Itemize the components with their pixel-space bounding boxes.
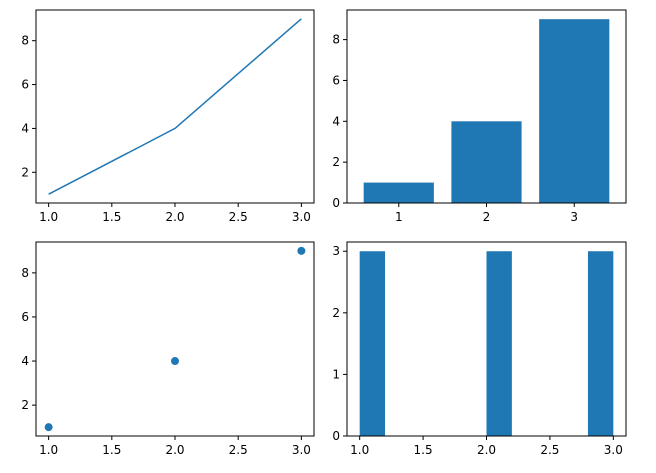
x-tick-label: 3.0: [292, 210, 311, 224]
y-tick-label: 0: [332, 429, 340, 443]
y-tick-label: 4: [21, 354, 29, 368]
y-tick-label: 2: [21, 165, 29, 179]
x-tick-label: 1.5: [102, 443, 121, 457]
x-tick-label: 3.0: [292, 443, 311, 457]
y-tick-label: 8: [332, 33, 340, 47]
y-tick-label: 6: [21, 78, 29, 92]
y-tick-label: 8: [21, 266, 29, 280]
histogram-bar: [359, 251, 386, 436]
y-tick-label: 3: [332, 244, 340, 258]
line-series: [48, 18, 302, 195]
scatter-point: [44, 423, 53, 432]
y-tick-label: 6: [332, 73, 340, 87]
x-tick-label: 2.0: [165, 443, 184, 457]
scatter-point: [297, 246, 306, 255]
subplot-line-chart: 1.0 1.5 2.0 2.5 3.0 2 4 6 8: [21, 9, 315, 224]
x-tick-label: 1: [395, 210, 403, 224]
bar-2: [451, 121, 522, 203]
subplot-histogram: 1.0 1.5 2.0 2.5 3.0 0 1 2 3: [332, 241, 627, 457]
axes-frame: [35, 241, 315, 437]
y-tick-label: 8: [21, 34, 29, 48]
bar-3: [539, 19, 610, 203]
y-tick-label: 4: [21, 121, 29, 135]
x-tick-label: 2.5: [229, 210, 248, 224]
bar-1: [363, 182, 434, 203]
subplot-scatter-chart: 1.0 1.5 2.0 2.5 3.0 2 4 6 8: [21, 241, 315, 457]
histogram-bar: [587, 251, 614, 436]
x-tick-label: 3: [570, 210, 578, 224]
axes-frame: [35, 9, 315, 204]
x-tick-label: 1.5: [102, 210, 121, 224]
y-tick-label: 0: [332, 196, 340, 210]
x-tick-label: 1.5: [414, 443, 433, 457]
x-tick-label: 2.5: [229, 443, 248, 457]
y-tick-label: 6: [21, 310, 29, 324]
y-tick-label: 4: [332, 114, 340, 128]
x-tick-label: 1.0: [350, 443, 369, 457]
x-tick-label: 2.0: [165, 210, 184, 224]
x-tick-label: 3.0: [604, 443, 623, 457]
x-tick-label: 2: [483, 210, 491, 224]
x-tick-label: 1.0: [39, 210, 58, 224]
subplot-bar-chart: 1 2 3 0 2 4 6 8: [332, 9, 627, 224]
y-tick-label: 2: [21, 398, 29, 412]
y-tick-label: 1: [332, 367, 340, 381]
x-tick-label: 2.0: [477, 443, 496, 457]
y-tick-label: 2: [332, 155, 340, 169]
y-tick-label: 2: [332, 306, 340, 320]
histogram-bar: [486, 251, 512, 436]
x-tick-label: 2.5: [540, 443, 559, 457]
scatter-point: [171, 357, 179, 366]
x-tick-label: 1.0: [39, 443, 58, 457]
